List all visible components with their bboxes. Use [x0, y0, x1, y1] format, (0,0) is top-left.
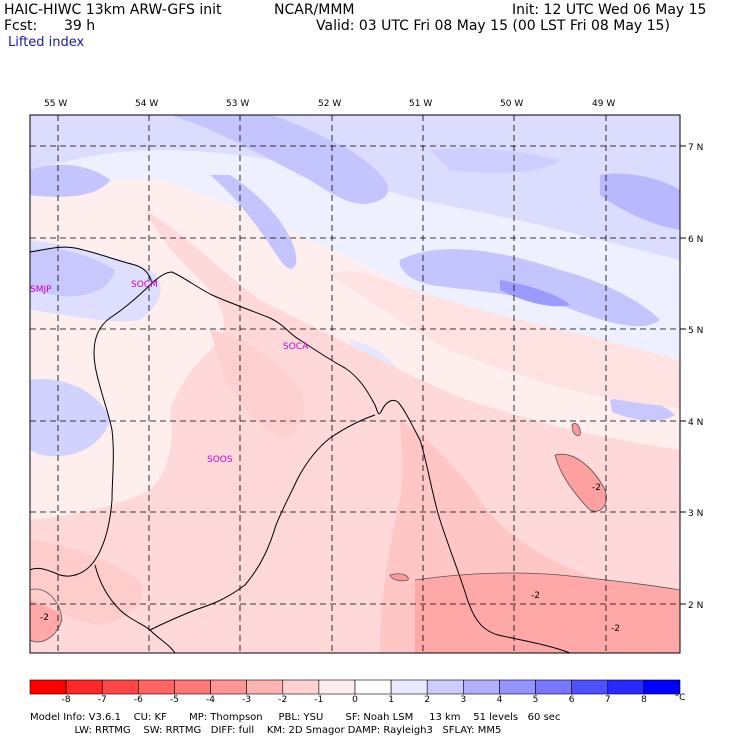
colorbar-swatch [571, 679, 609, 695]
lon-label-49w: 49 W [592, 99, 615, 109]
lat-label-2n: 2 N [688, 601, 703, 611]
model-info-line2: LW: RRTMG SW: RRTMG DIFF: full KM: 2D Sm… [30, 725, 502, 736]
colorbar-tick-label: -6 [133, 695, 143, 705]
colorbar-tick-label: -5 [169, 695, 179, 705]
station-soos: SOOS [207, 455, 233, 465]
colorbar-tick-label: -2 [278, 695, 288, 705]
colorbar-swatch [138, 679, 175, 695]
colorbar-tick-label: 6 [568, 695, 575, 705]
station-soca: SOCA [283, 342, 309, 352]
lon-label-50w: 50 W [500, 99, 523, 109]
lat-label-4n: 4 N [688, 418, 703, 428]
model-info-line1: Model Info: V3.6.1 CU: KF MP: Thompson P… [30, 712, 561, 723]
colorbar-tick-label: 2 [424, 695, 431, 705]
contour-fill [30, 115, 680, 653]
contour-lines [30, 423, 680, 643]
station-socm: SOCM [131, 280, 158, 290]
lon-label-54w: 54 W [135, 99, 158, 109]
valid-time: Valid: 03 UTC Fri 08 May 15 (00 LST Fri … [316, 18, 670, 34]
lat-label-7n: 7 N [688, 143, 703, 153]
colorbar-swatch [426, 679, 464, 695]
colorbar-swatch [174, 679, 211, 695]
colorbar-tick-label: 0 [352, 695, 358, 705]
station-smjp: SMJP [30, 285, 52, 295]
colorbar-tick-label: 1 [388, 695, 394, 705]
coastline [30, 246, 571, 653]
colorbar-swatch [607, 679, 645, 695]
contour-label: -2 [611, 624, 620, 634]
colorbar-tick-label: 8 [641, 695, 647, 705]
colorbar-swatch [282, 679, 320, 695]
colorbar-swatch [246, 679, 284, 695]
contour-label: -2 [40, 613, 49, 623]
colorbar-swatch [29, 679, 67, 695]
colorbar-tick-label: 3 [460, 695, 467, 705]
colorbar-tick-label: -8 [61, 695, 71, 705]
colorbar-swatch [318, 679, 356, 695]
init-time: Init: 12 UTC Wed 06 May 15 [512, 2, 707, 18]
colorbar-swatch [535, 679, 572, 695]
colorbar-swatch [354, 679, 392, 695]
colorbar-swatch [101, 679, 139, 695]
colorbar-swatch [210, 679, 247, 695]
colorbar-swatch [499, 679, 536, 695]
lon-label-51w: 51 W [409, 99, 432, 109]
lon-label-52w: 52 W [318, 99, 341, 109]
field-name: Lifted index [8, 35, 85, 50]
contour-label: -2 [592, 483, 601, 493]
colorbar-tick-label: 5 [532, 695, 539, 705]
colorbar-tick-label: -7 [97, 695, 107, 705]
lat-label-3n: 3 N [688, 509, 703, 519]
colorbar-tick-label: 7 [604, 695, 611, 705]
contour-label: -2 [531, 591, 540, 601]
model-title: HAIC-HIWC 13km ARW-GFS init [4, 2, 222, 18]
lon-label-53w: 53 W [226, 99, 249, 109]
lon-label-55w: 55 W [44, 99, 67, 109]
colorbar-swatch [65, 679, 103, 695]
colorbar-tick-label: -3 [242, 695, 252, 705]
colorbar [29, 679, 681, 695]
lat-label-6n: 6 N [688, 235, 703, 245]
colorbar-swatch [463, 679, 500, 695]
colorbar-tick-label: 4 [496, 695, 503, 705]
graticule [30, 115, 680, 653]
map-frame [29, 114, 681, 654]
colorbar-swatch [390, 679, 428, 695]
lat-label-5n: 5 N [688, 326, 703, 336]
fcst-label: Fcst: [4, 18, 38, 34]
colorbar-swatch [643, 679, 681, 695]
colorbar-tick-label: -4 [206, 695, 216, 705]
fcst-value: 39 h [64, 18, 96, 34]
org-label: NCAR/MMM [274, 2, 355, 18]
lat-ticks [680, 145, 686, 605]
colorbar-unit: °C [674, 693, 686, 703]
colorbar-tick-label: -1 [314, 695, 324, 705]
